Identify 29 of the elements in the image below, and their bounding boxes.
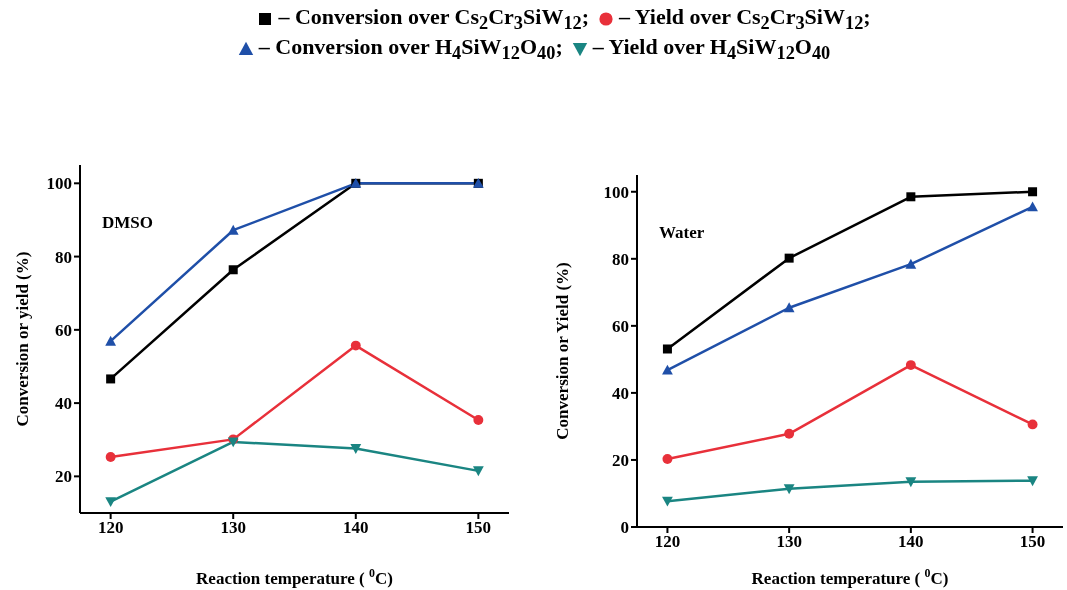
x-tick-label: 120 bbox=[654, 532, 681, 552]
x-tick-label: 150 bbox=[1019, 532, 1046, 552]
x-tick-label: 130 bbox=[776, 532, 802, 552]
legend-label: – Conversion over Cs$_{2}$Cr$_{3}$SiW$_{12}$; bbox=[278, 3, 590, 35]
y-tick-label: 100 bbox=[603, 182, 629, 202]
x-tick-label: 140 bbox=[343, 518, 369, 538]
annotation: Water bbox=[659, 223, 705, 243]
legend-label: – Yield over H$_{4}$SiW$_{12}$O$_{40}$ bbox=[592, 33, 831, 65]
y-tick-label: 20 bbox=[55, 467, 72, 487]
y-tick-label: 100 bbox=[46, 174, 72, 194]
y-tick-label: 20 bbox=[612, 450, 629, 470]
x-tick-label: 130 bbox=[220, 518, 246, 538]
y-axis-title: Conversion or Yield (%) bbox=[552, 262, 572, 440]
x-tick-label: 120 bbox=[97, 518, 124, 538]
y-tick-label: 40 bbox=[612, 383, 629, 403]
x-tick-label: 150 bbox=[465, 518, 492, 538]
x-axis-title: Reaction temperature ( $^{0}$C) bbox=[196, 566, 393, 588]
y-tick-label: 60 bbox=[612, 316, 629, 336]
legend-label: – Conversion over H$_{4}$SiW$_{12}$O$_{40}$; bbox=[258, 33, 563, 65]
y-tick-label: 60 bbox=[55, 320, 72, 340]
legend-label: – Yield over Cs$_{2}$Cr$_{3}$SiW$_{12}$; bbox=[619, 3, 871, 35]
y-tick-label: 0 bbox=[620, 518, 629, 538]
annotation: DMSO bbox=[102, 213, 153, 233]
y-axis-title: Conversion or yield (%) bbox=[12, 251, 32, 427]
y-tick-label: 80 bbox=[612, 249, 629, 269]
y-tick-label: 40 bbox=[55, 394, 72, 414]
x-axis-title: Reaction temperature ( $^{0}$C) bbox=[751, 566, 949, 588]
y-tick-label: 80 bbox=[55, 247, 72, 267]
x-tick-label: 140 bbox=[898, 532, 924, 552]
